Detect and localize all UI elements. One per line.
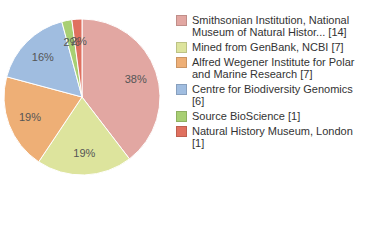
svg-text:19%: 19% (19, 111, 41, 123)
svg-text:16%: 16% (32, 51, 54, 63)
html-text:Mined from GenBank, NCBI [7]: Mined from GenBank, NCBI [7] (192, 41, 344, 53)
html-text:Smithsonian Institution, Natio: Smithsonian Institution, National Museum… (192, 14, 350, 38)
svg-text:38%: 38% (125, 73, 147, 85)
svg-text:2%: 2% (71, 35, 87, 47)
svg-text:19%: 19% (73, 147, 95, 159)
html-text:Source BioScience [1]: Source BioScience [1] (192, 110, 301, 122)
html-text:Centre for Biodiversity Genomi: Centre for Biodiversity Genomics [6] (192, 83, 353, 107)
html-text:Alfred Wegener Institute for P: Alfred Wegener Institute for Polar and M… (192, 56, 355, 80)
html-text:Natural History Museum, London: Natural History Museum, London [1] (192, 125, 353, 149)
